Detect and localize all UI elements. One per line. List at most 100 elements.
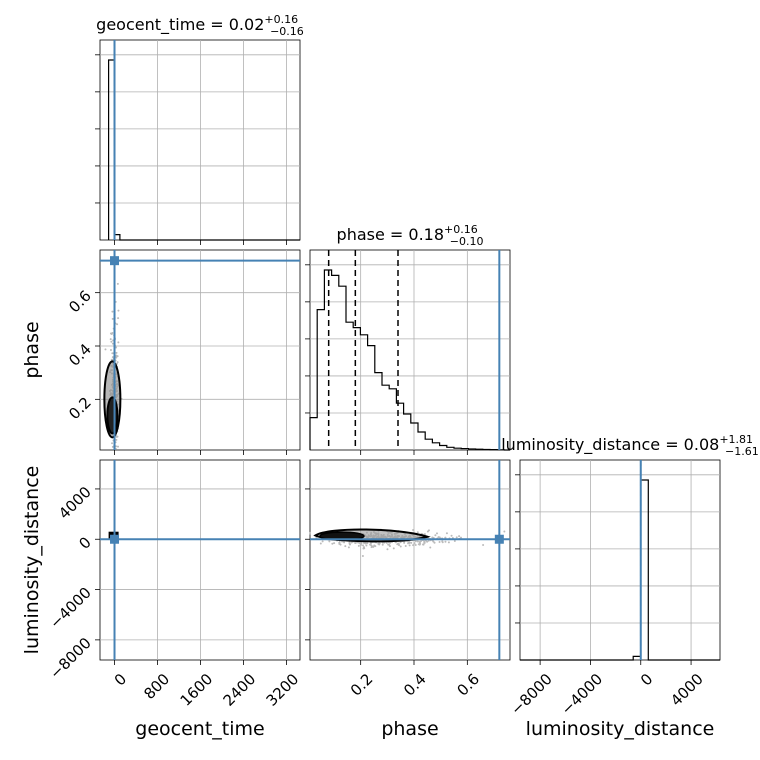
scatter-point <box>423 533 426 536</box>
y-tick-label: 4000 <box>55 483 95 523</box>
scatter-point <box>109 332 112 335</box>
truth-marker <box>110 534 120 544</box>
scatter-point <box>117 309 120 312</box>
scatter-point <box>115 346 118 349</box>
scatter-point <box>116 323 119 326</box>
scatter-point <box>459 536 462 539</box>
scatter-point <box>116 355 119 358</box>
x-tick-label: 0.6 <box>453 670 483 700</box>
scatter-point <box>412 528 415 531</box>
scatter-point <box>117 341 120 344</box>
scatter-point <box>419 540 422 543</box>
scatter-point <box>444 536 447 539</box>
scatter-point <box>111 442 114 445</box>
scatter-point <box>354 541 357 544</box>
scatter-point <box>388 543 391 546</box>
scatter-point <box>441 541 444 544</box>
scatter-point <box>416 531 419 534</box>
y-axis-label: luminosity_distance <box>21 466 43 655</box>
scatter-point <box>333 542 336 545</box>
scatter-point <box>417 543 420 546</box>
scatter-point <box>413 542 416 545</box>
scatter-point <box>414 544 417 547</box>
scatter-point <box>331 542 334 545</box>
scatter-point <box>447 541 450 544</box>
scatter-point <box>404 545 407 548</box>
scatter-point <box>111 352 114 355</box>
histogram-step-phase <box>309 269 510 451</box>
scatter-point <box>435 532 438 535</box>
scatter-point <box>357 544 360 547</box>
scatter-point <box>321 540 324 543</box>
scatter-point <box>350 541 353 544</box>
scatter-point <box>362 546 365 549</box>
panel-title: luminosity_distance = 0.08+1.81 −1.61 <box>501 433 759 458</box>
panel-title: phase = 0.18+0.16 −0.10 <box>337 223 484 248</box>
histogram-step-geocent_time <box>108 59 300 241</box>
scatter-point <box>116 445 119 448</box>
x-tick-label: 2400 <box>220 670 260 710</box>
scatter-point <box>399 545 402 548</box>
scatter-point <box>403 541 406 544</box>
scatter-point <box>362 544 365 547</box>
y-tick-label: −4000 <box>46 584 95 633</box>
scatter-point <box>412 544 415 547</box>
scatter-point <box>338 542 341 545</box>
scatter-point <box>348 543 351 546</box>
scatter-point <box>309 532 312 535</box>
scatter-point <box>109 338 112 341</box>
scatter-point <box>407 542 410 545</box>
scatter-point <box>421 543 424 546</box>
x-axis-label: phase <box>381 718 438 740</box>
panel-geocent-distance <box>99 459 301 661</box>
scatter-point <box>109 349 112 352</box>
scatter-point <box>373 544 376 547</box>
x-tick-label: 3200 <box>263 670 303 710</box>
scatter-point <box>416 540 419 543</box>
y-axis-label: phase <box>21 321 43 378</box>
scatter-point <box>453 540 456 543</box>
x-tick-label: 1600 <box>177 670 217 710</box>
x-tick-label: 0 <box>637 670 656 689</box>
scatter-point <box>381 543 384 546</box>
scatter-point <box>434 534 437 537</box>
scatter-point <box>392 547 395 550</box>
scatter-point <box>110 340 113 343</box>
scatter-point <box>414 540 417 543</box>
hist-panel-geocent_time <box>99 39 301 241</box>
scatter-point <box>378 542 381 545</box>
y-tick-label: 0 <box>75 533 94 552</box>
x-tick-label: 4000 <box>667 670 707 710</box>
x-tick-label: 0.2 <box>347 670 377 700</box>
x-axis-label: luminosity_distance <box>526 718 715 740</box>
scatter-point <box>433 541 436 544</box>
scatter-point <box>396 542 399 545</box>
scatter-point <box>365 544 368 547</box>
scatter-point <box>115 438 118 441</box>
panel-title: geocent_time = 0.02+0.16 −0.16 <box>96 13 304 38</box>
scatter-point <box>410 541 413 544</box>
scatter-point <box>408 544 411 547</box>
x-tick-label: 0 <box>111 670 130 689</box>
scatter-point <box>111 445 114 448</box>
scatter-point <box>361 555 364 558</box>
scatter-point <box>111 317 114 320</box>
x-tick-label: −4000 <box>558 670 607 719</box>
scatter-point <box>111 342 114 345</box>
scatter-point <box>445 532 448 535</box>
scatter-point <box>344 545 347 548</box>
scatter-point <box>370 545 373 548</box>
panel-geocent-phase <box>99 249 301 451</box>
y-tick-label: 0.6 <box>65 287 95 317</box>
panel-phase-distance <box>309 459 511 661</box>
y-tick-label: −8000 <box>46 634 95 683</box>
scatter-point <box>111 356 114 359</box>
x-tick-label: 800 <box>140 670 173 703</box>
y-tick-label: 0.4 <box>65 340 95 370</box>
scatter-point <box>482 543 485 546</box>
scatter-point <box>104 348 107 351</box>
scatter-point <box>111 310 114 313</box>
x-tick-label: −8000 <box>507 670 556 719</box>
scatter-point <box>386 548 389 551</box>
scatter-point <box>450 534 453 537</box>
